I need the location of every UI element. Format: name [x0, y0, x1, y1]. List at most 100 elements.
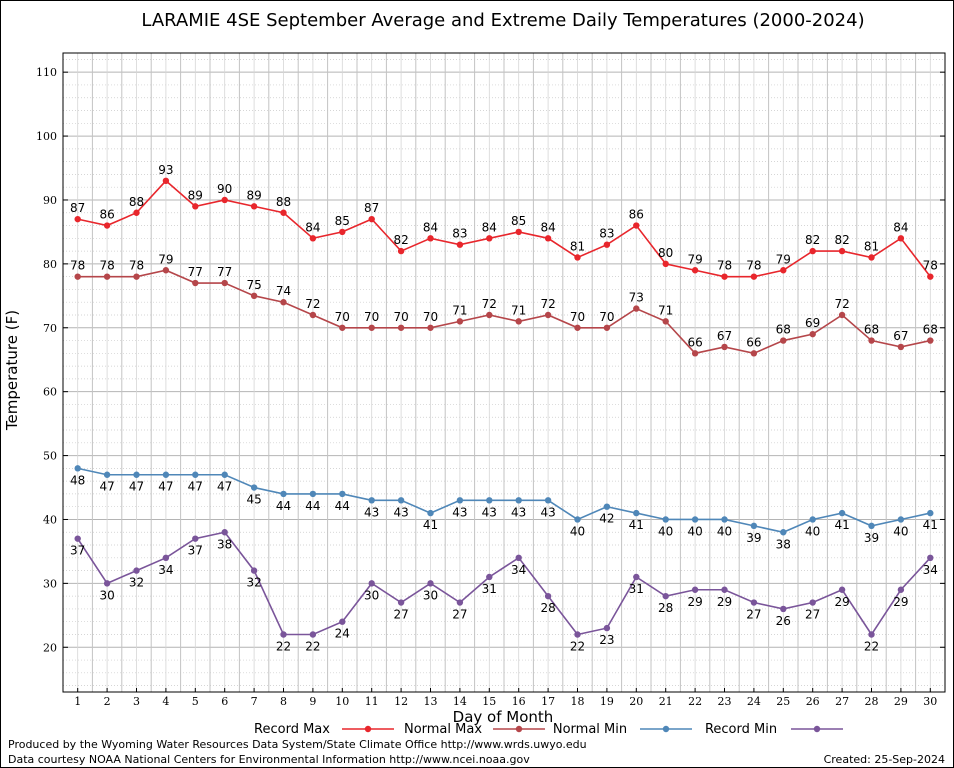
data-point — [897, 586, 905, 593]
data-label: 40 — [687, 524, 702, 538]
data-point — [574, 324, 581, 331]
data-point — [339, 490, 346, 498]
data-point — [192, 535, 199, 542]
data-point — [897, 343, 905, 351]
data-point — [809, 599, 816, 606]
data-label: 71 — [658, 303, 673, 317]
data-label: 22 — [305, 639, 320, 653]
data-label: 34 — [511, 563, 526, 577]
data-label: 78 — [129, 259, 144, 273]
data-point — [603, 241, 611, 248]
data-label: 84 — [482, 220, 497, 234]
data-label: 89 — [246, 188, 261, 202]
x-tick-label: 7 — [251, 695, 258, 708]
data-label: 41 — [834, 518, 849, 532]
data-label: 44 — [335, 499, 350, 513]
series-line — [77, 179, 931, 278]
data-point — [486, 573, 493, 581]
data-point — [339, 618, 346, 625]
x-tick-label: 25 — [776, 695, 790, 708]
legend-label: Record Min — [705, 722, 777, 737]
data-point — [221, 529, 228, 536]
data-point — [662, 260, 669, 268]
data-label: 67 — [717, 329, 732, 343]
data-point — [309, 235, 317, 242]
data-point — [838, 247, 846, 255]
data-label: 70 — [423, 310, 438, 324]
data-label: 27 — [393, 608, 408, 622]
x-tick-label: 29 — [894, 695, 908, 708]
data-label: 42 — [599, 512, 614, 526]
data-point — [809, 516, 816, 523]
y-tick-label: 110 — [36, 66, 57, 79]
data-point — [633, 509, 640, 517]
data-label: 30 — [364, 588, 379, 602]
data-label: 84 — [423, 220, 438, 234]
x-tick-label: 27 — [835, 695, 849, 708]
data-label: 47 — [217, 480, 232, 494]
data-label: 87 — [70, 201, 85, 215]
data-point — [633, 305, 640, 312]
data-point — [721, 586, 728, 593]
data-label: 27 — [805, 608, 820, 622]
data-point — [250, 292, 258, 300]
data-point — [838, 311, 846, 319]
data-point — [662, 516, 669, 523]
data-label: 40 — [658, 524, 673, 538]
data-point — [309, 311, 317, 319]
data-label: 29 — [834, 595, 849, 609]
data-point — [691, 516, 699, 523]
x-tick-label: 14 — [453, 695, 467, 708]
data-point — [750, 350, 758, 357]
data-label: 41 — [629, 518, 644, 532]
x-tick-label: 9 — [309, 695, 316, 708]
data-label: 66 — [746, 335, 761, 349]
data-point — [397, 324, 405, 331]
data-label: 68 — [864, 323, 879, 337]
data-label: 85 — [335, 214, 350, 228]
y-tick-label: 70 — [43, 322, 57, 335]
y-axis-label: Temperature (F) — [3, 310, 21, 431]
data-label: 71 — [452, 303, 467, 317]
data-label: 22 — [864, 639, 879, 653]
legend-label: Normal Max — [404, 722, 482, 737]
data-label: 47 — [158, 480, 173, 494]
data-label: 38 — [776, 537, 791, 551]
data-point — [427, 324, 434, 331]
series-line — [77, 531, 931, 636]
y-tick-label: 50 — [43, 450, 57, 463]
data-label: 88 — [129, 195, 144, 209]
data-point — [603, 324, 611, 331]
x-tick-label: 8 — [280, 695, 287, 708]
data-label: 41 — [423, 518, 438, 532]
data-point — [544, 592, 552, 600]
data-point — [868, 631, 875, 638]
data-label: 28 — [658, 601, 673, 615]
data-point — [427, 235, 434, 242]
data-label: 72 — [482, 297, 497, 311]
data-label: 72 — [305, 297, 320, 311]
data-label: 72 — [540, 297, 555, 311]
data-point — [838, 586, 846, 593]
data-point — [250, 203, 258, 210]
data-point — [721, 516, 728, 523]
y-tick-label: 20 — [43, 641, 57, 654]
data-label: 75 — [246, 278, 261, 292]
data-point — [927, 273, 934, 280]
x-tick-label: 6 — [221, 695, 228, 708]
data-label: 37 — [70, 544, 85, 558]
data-label: 70 — [335, 310, 350, 324]
data-point — [780, 267, 787, 274]
data-point — [662, 318, 669, 325]
data-point — [368, 215, 375, 223]
data-point — [486, 311, 493, 319]
data-point — [515, 554, 522, 562]
footer-data-courtesy: Data courtesy NOAA National Centers for … — [8, 753, 530, 766]
legend: Record Max Normal Max Normal Min Record Min — [254, 722, 843, 737]
data-point — [397, 599, 405, 606]
data-point — [74, 535, 81, 542]
data-label: 30 — [423, 588, 438, 602]
data-point — [691, 586, 699, 593]
data-label: 32 — [129, 576, 144, 590]
data-label: 38 — [217, 537, 232, 551]
